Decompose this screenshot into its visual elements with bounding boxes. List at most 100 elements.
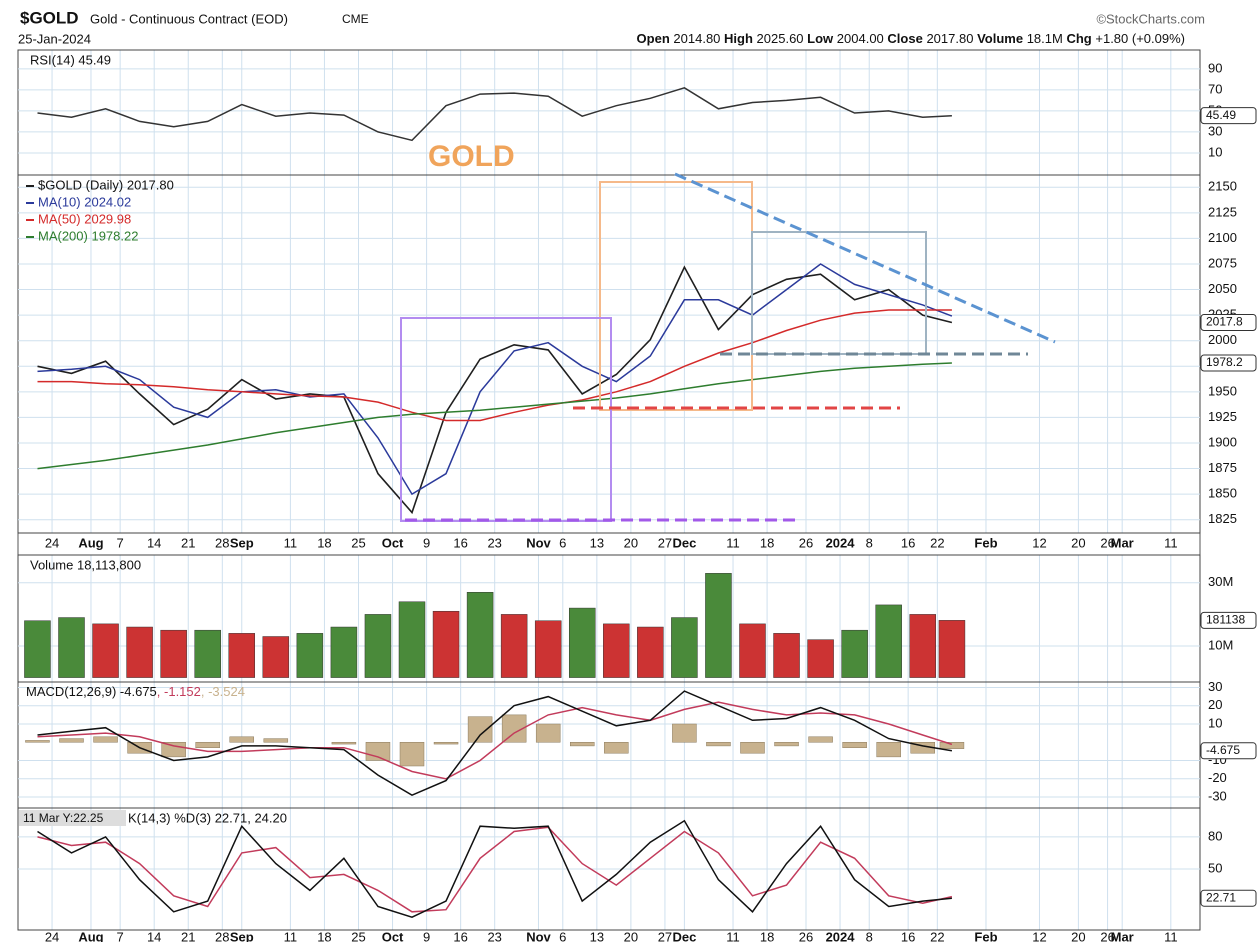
instrument-name: Gold - Continuous Contract (EOD) xyxy=(90,11,288,26)
panel-frame xyxy=(17,174,1201,534)
volume-bar xyxy=(671,617,698,678)
x-tick-label: 6 xyxy=(559,535,566,550)
histogram-bar xyxy=(229,736,255,743)
x-tick-label: Nov xyxy=(526,929,551,942)
panel-title: RSI(14) 45.49 xyxy=(30,52,111,67)
x-tick-label: 28 xyxy=(215,535,229,550)
x-tick-label: 13 xyxy=(590,929,604,942)
x-tick-label: Oct xyxy=(382,929,404,942)
x-tick-label: 22 xyxy=(930,929,944,942)
volume-bar xyxy=(330,626,358,678)
y-tick-label: 30 xyxy=(1208,679,1222,694)
x-tick-label: 11 xyxy=(1164,929,1178,942)
x-tick-label: 14 xyxy=(147,929,161,942)
volume-bar xyxy=(875,604,902,678)
high: 2025.60 xyxy=(757,31,804,46)
x-tick-label: 14 xyxy=(147,535,161,550)
x-tick-label: 25 xyxy=(351,535,365,550)
panel-title: K(14,3) %D(3) 22.71, 24.20 xyxy=(128,810,287,825)
x-tick-label: Feb xyxy=(974,535,997,550)
volume-bar xyxy=(364,614,392,678)
histogram-bar xyxy=(876,742,901,758)
low-label: Low xyxy=(807,31,834,46)
open: 2014.80 xyxy=(673,31,720,46)
date: 25-Jan-2024 xyxy=(18,31,91,46)
x-tick-label: 24 xyxy=(45,535,59,550)
histogram-bar xyxy=(25,740,50,743)
chg-label: Chg xyxy=(1066,31,1091,46)
x-tick-label: 13 xyxy=(590,535,604,550)
value-tag xyxy=(1200,354,1257,372)
legend-label: $GOLD (Daily) 2017.80 xyxy=(38,177,174,192)
x-tick-label: 23 xyxy=(487,535,501,550)
histogram-bar xyxy=(808,736,833,743)
x-tick-label: Mar xyxy=(1111,535,1134,550)
brand: ©StockCharts.com xyxy=(1096,11,1205,26)
plots: 2424AugAug77141421212828SepSep1111181825… xyxy=(17,49,1257,942)
close-label: Close xyxy=(887,31,922,46)
x-tick-label: 28 xyxy=(215,929,229,942)
x-tick-label: 22 xyxy=(930,535,944,550)
cursor-box xyxy=(19,810,126,826)
volume-bar xyxy=(807,639,834,678)
volume-bar xyxy=(432,610,460,678)
x-tick-label: 24 xyxy=(45,929,59,942)
x-tick-label: 23 xyxy=(487,929,501,942)
histogram-bar xyxy=(604,742,629,754)
x-tick-label: 26 xyxy=(1100,535,1114,550)
x-tick-label: 25 xyxy=(351,929,365,942)
volume-bar xyxy=(24,620,51,678)
volume-label: Volume xyxy=(977,31,1023,46)
x-tick-label: Feb xyxy=(974,929,997,942)
value-tag-label: 2017.8 xyxy=(1206,315,1243,329)
exchange: CME xyxy=(342,12,369,26)
volume-bar xyxy=(398,601,426,678)
x-tick-label: 7 xyxy=(117,535,124,550)
value-tag-label: 45.49 xyxy=(1206,108,1236,122)
value-tag-label: 1978.2 xyxy=(1206,355,1243,369)
y-tick-label: 90 xyxy=(1208,60,1222,75)
y-tick-label: 2050 xyxy=(1208,281,1237,296)
y-tick-label: 20 xyxy=(1208,697,1222,712)
series-line xyxy=(37,263,953,496)
x-tick-label: 2024 xyxy=(826,535,856,550)
x-tick-label: 27 xyxy=(658,535,672,550)
value-tag xyxy=(1200,313,1257,331)
x-tick-label: 20 xyxy=(1071,535,1085,550)
volume-bar xyxy=(194,629,221,678)
y-tick-label: 2000 xyxy=(1208,332,1237,347)
series-line xyxy=(37,701,953,780)
symbol: $GOLD xyxy=(20,8,79,27)
x-tick-label: Nov xyxy=(526,535,551,550)
x-tick-label: 9 xyxy=(423,535,430,550)
y-tick-label: 80 xyxy=(1208,828,1222,843)
volume-bar xyxy=(466,592,494,678)
x-tick-label: 6 xyxy=(559,929,566,942)
low: 2004.00 xyxy=(837,31,884,46)
volume: 18.1M xyxy=(1027,31,1063,46)
histogram-bar xyxy=(433,742,459,745)
x-tick-label: 9 xyxy=(423,929,430,942)
x-tick-label: 12 xyxy=(1032,535,1046,550)
volume-bar xyxy=(92,623,119,678)
legend-label: , -3.524 xyxy=(201,684,245,699)
volume-bar xyxy=(160,629,187,678)
legend-label: MACD(12,26,9) -4.675 xyxy=(26,684,157,699)
x-tick-label: Sep xyxy=(230,929,254,942)
histogram-bar xyxy=(535,723,561,743)
x-tick-label: 16 xyxy=(453,535,467,550)
histogram-bar xyxy=(842,742,867,748)
histogram-bar xyxy=(467,716,493,743)
annotation-text: GOLD xyxy=(428,140,515,173)
y-tick-label: 1925 xyxy=(1208,409,1237,424)
panel-title: Volume 18,113,800 xyxy=(30,557,141,572)
open-label: Open xyxy=(637,31,670,46)
volume-bar xyxy=(58,617,85,678)
volume-bar xyxy=(773,633,800,678)
volume-bar xyxy=(603,623,630,678)
histogram-bar xyxy=(365,742,391,761)
x-tick-label: 12 xyxy=(1032,929,1046,942)
x-tick-label: Oct xyxy=(382,535,404,550)
x-tick-label: 20 xyxy=(1071,929,1085,942)
